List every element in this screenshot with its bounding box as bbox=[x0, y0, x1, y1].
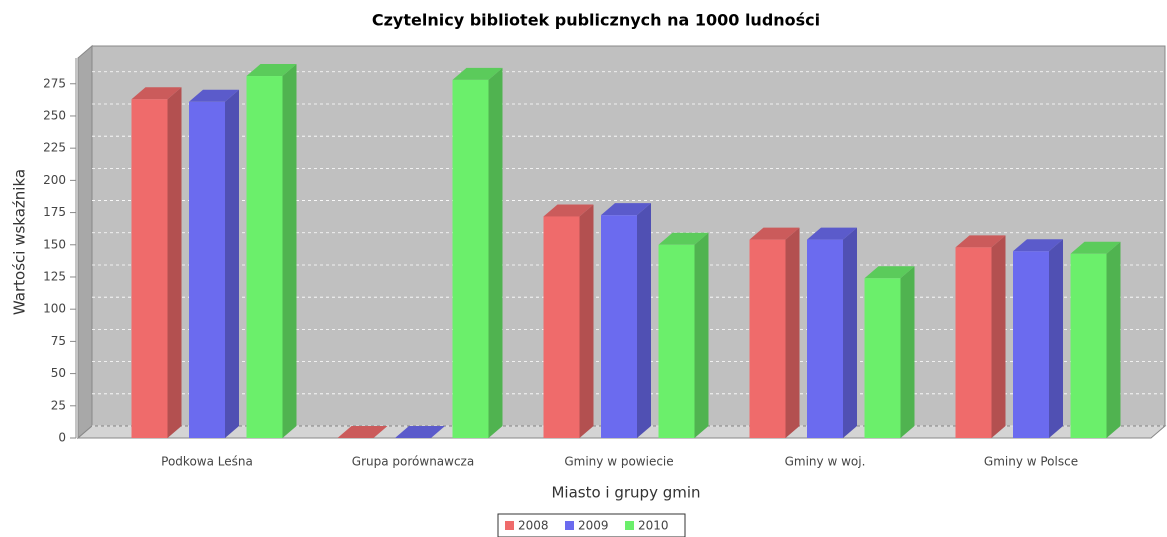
bar-front bbox=[749, 239, 786, 438]
bar-front bbox=[189, 101, 225, 439]
bar-top bbox=[543, 204, 594, 217]
y-tick-label: 225 bbox=[43, 141, 66, 155]
bar-side bbox=[579, 204, 594, 438]
y-tick-label: 150 bbox=[43, 237, 66, 251]
bar bbox=[864, 266, 915, 438]
y-tick-label: 75 bbox=[51, 334, 66, 348]
bar-top bbox=[246, 64, 297, 77]
bar bbox=[601, 203, 651, 438]
y-tick-label: 100 bbox=[43, 302, 66, 316]
bar-side bbox=[1106, 241, 1121, 438]
bar-side bbox=[991, 235, 1006, 438]
bar bbox=[955, 235, 1006, 438]
bar-side bbox=[694, 232, 709, 438]
y-tick-label: 200 bbox=[43, 173, 66, 187]
bar bbox=[749, 227, 800, 438]
y-tick-label: 125 bbox=[43, 269, 66, 283]
legend-label: 2010 bbox=[638, 519, 669, 533]
bar bbox=[452, 67, 503, 438]
x-tick-label: Gminy w woj. bbox=[785, 455, 866, 469]
bar-front bbox=[807, 239, 843, 438]
chart-title: Czytelnicy bibliotek publicznych na 1000… bbox=[372, 11, 820, 30]
legend-swatch bbox=[625, 521, 634, 530]
legend-label: 2009 bbox=[578, 519, 609, 533]
x-tick-label: Podkowa Leśna bbox=[161, 455, 253, 469]
bar-top bbox=[337, 426, 388, 438]
legend-label: 2008 bbox=[518, 519, 549, 533]
x-tick-label: Grupa porównawcza bbox=[352, 455, 474, 469]
bar-front bbox=[1070, 253, 1107, 438]
bar-top bbox=[189, 89, 239, 102]
bar-side bbox=[282, 64, 297, 438]
bar-top bbox=[601, 203, 651, 216]
bar bbox=[337, 426, 388, 438]
bar-side bbox=[785, 227, 800, 438]
bar-top bbox=[807, 227, 857, 240]
bar-top bbox=[452, 67, 503, 80]
legend-swatch bbox=[565, 521, 574, 530]
bar bbox=[658, 232, 709, 438]
bar-top bbox=[749, 227, 800, 240]
bar bbox=[807, 227, 857, 438]
bar-top bbox=[658, 232, 709, 245]
legend-swatch bbox=[505, 521, 514, 530]
bar-top bbox=[955, 235, 1006, 248]
bar-top bbox=[131, 87, 182, 100]
bar-front bbox=[601, 215, 637, 438]
x-tick-label: Gminy w Polsce bbox=[984, 455, 1078, 469]
y-tick-label: 250 bbox=[43, 108, 66, 122]
bar-front bbox=[955, 247, 992, 438]
bar bbox=[543, 204, 594, 438]
y-tick-label: 275 bbox=[43, 76, 66, 90]
y-tick-label: 175 bbox=[43, 205, 66, 219]
bar-side bbox=[488, 67, 503, 438]
y-tick-label: 0 bbox=[58, 431, 66, 445]
legend-box bbox=[497, 513, 686, 537]
bar bbox=[395, 426, 445, 438]
y-tick-label: 25 bbox=[51, 398, 66, 412]
bar-front bbox=[452, 79, 489, 438]
bar-side bbox=[167, 87, 182, 438]
bar-front bbox=[864, 278, 901, 438]
bar-side bbox=[225, 89, 239, 439]
bar-top bbox=[1013, 239, 1063, 252]
x-tick-label: Gminy w powiecie bbox=[564, 455, 673, 469]
x-axis-title: Miasto i grupy gmin bbox=[551, 484, 700, 502]
bar-front bbox=[543, 216, 580, 438]
bar-top bbox=[395, 426, 445, 438]
bar-side bbox=[637, 203, 651, 438]
bar-side bbox=[843, 227, 857, 438]
bar bbox=[1070, 241, 1121, 438]
bar-top bbox=[864, 266, 915, 279]
bar-side bbox=[900, 266, 915, 438]
bar bbox=[246, 64, 297, 438]
bar-front bbox=[246, 76, 283, 438]
bar bbox=[1013, 239, 1063, 438]
y-axis-title: Wartości wskaźnika bbox=[11, 169, 29, 315]
bar bbox=[131, 87, 182, 438]
left-wall bbox=[77, 44, 93, 440]
bar-side bbox=[1049, 239, 1063, 438]
bar-front bbox=[131, 99, 168, 438]
bar-front bbox=[1013, 251, 1049, 438]
bar bbox=[189, 89, 239, 439]
bar-top bbox=[1070, 241, 1121, 254]
bar-front bbox=[658, 244, 695, 438]
y-tick-label: 50 bbox=[51, 366, 66, 380]
